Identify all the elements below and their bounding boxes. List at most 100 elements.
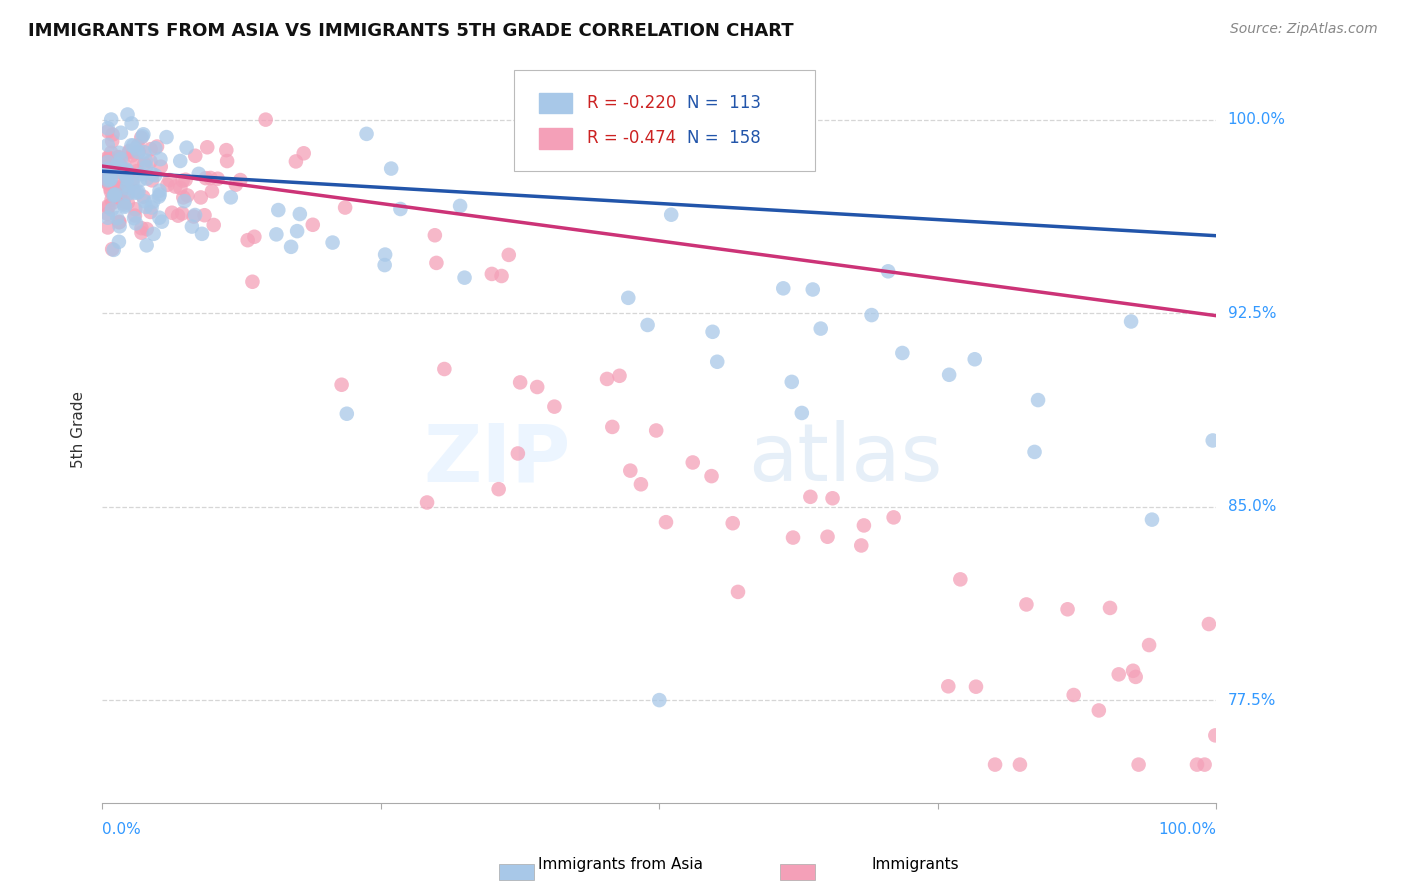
Point bbox=[243, 229, 266, 244]
Point bbox=[100, 145, 122, 160]
Point bbox=[630, 477, 652, 491]
Point bbox=[121, 116, 143, 130]
Point bbox=[772, 281, 794, 295]
Point bbox=[148, 184, 170, 198]
Point bbox=[821, 491, 844, 506]
Point bbox=[225, 178, 247, 192]
Point bbox=[963, 352, 986, 367]
Point bbox=[1140, 513, 1163, 527]
Point bbox=[780, 375, 803, 389]
Point bbox=[936, 679, 959, 693]
Point bbox=[110, 186, 132, 201]
Point bbox=[891, 346, 914, 360]
Point bbox=[721, 516, 744, 531]
Point bbox=[1204, 728, 1226, 742]
Point bbox=[596, 372, 619, 386]
Point bbox=[115, 181, 138, 195]
Point bbox=[1198, 617, 1220, 632]
Point bbox=[202, 218, 225, 232]
Point bbox=[453, 270, 475, 285]
Point bbox=[173, 194, 195, 208]
Point bbox=[98, 172, 121, 186]
Point bbox=[115, 171, 138, 186]
Point bbox=[285, 224, 308, 238]
Point bbox=[851, 539, 873, 553]
Point bbox=[110, 152, 132, 166]
Point bbox=[700, 469, 723, 483]
Point bbox=[104, 187, 127, 202]
Point bbox=[180, 219, 202, 234]
Point bbox=[108, 215, 131, 229]
Point bbox=[100, 112, 122, 127]
Point bbox=[111, 181, 134, 195]
Point bbox=[97, 177, 120, 191]
Point bbox=[103, 243, 125, 257]
Point bbox=[141, 201, 163, 215]
Point bbox=[229, 173, 252, 187]
Point bbox=[193, 208, 215, 222]
Point bbox=[645, 424, 668, 438]
Point bbox=[149, 187, 172, 202]
Point bbox=[101, 134, 124, 148]
Point bbox=[506, 446, 529, 460]
Point bbox=[131, 221, 153, 235]
Text: Immigrants: Immigrants bbox=[872, 857, 959, 872]
Point bbox=[97, 155, 120, 169]
Point bbox=[100, 193, 122, 207]
Point bbox=[609, 368, 631, 383]
Point bbox=[195, 140, 218, 154]
Point bbox=[135, 200, 157, 214]
Point bbox=[389, 202, 412, 216]
Point bbox=[174, 173, 197, 187]
Point bbox=[142, 227, 165, 241]
Point bbox=[101, 195, 124, 210]
Point bbox=[877, 264, 900, 278]
Point bbox=[810, 321, 832, 335]
Point bbox=[1128, 757, 1150, 772]
Point bbox=[122, 211, 145, 226]
Point bbox=[727, 585, 749, 599]
Point bbox=[172, 206, 194, 220]
Point bbox=[817, 530, 839, 544]
Point bbox=[103, 189, 125, 203]
Point bbox=[1108, 667, 1130, 681]
Point bbox=[1202, 434, 1225, 448]
Point bbox=[97, 151, 120, 165]
Point bbox=[146, 139, 169, 153]
Point bbox=[217, 154, 239, 169]
Point bbox=[125, 142, 148, 156]
Point bbox=[449, 199, 471, 213]
Text: IMMIGRANTS FROM ASIA VS IMMIGRANTS 5TH GRADE CORRELATION CHART: IMMIGRANTS FROM ASIA VS IMMIGRANTS 5TH G… bbox=[28, 22, 794, 40]
Point bbox=[98, 169, 121, 184]
Point bbox=[159, 173, 181, 187]
Text: 100.0%: 100.0% bbox=[1227, 112, 1285, 128]
Point bbox=[860, 308, 883, 322]
Point bbox=[97, 207, 120, 221]
Text: 77.5%: 77.5% bbox=[1227, 692, 1275, 707]
Point bbox=[115, 169, 138, 183]
Point bbox=[481, 267, 503, 281]
Point bbox=[143, 169, 166, 183]
Point bbox=[543, 400, 565, 414]
Point bbox=[330, 377, 353, 392]
Point bbox=[139, 205, 162, 219]
Point bbox=[127, 138, 149, 153]
Point bbox=[97, 174, 120, 188]
Point bbox=[97, 166, 120, 180]
Point bbox=[336, 407, 359, 421]
Point bbox=[702, 325, 724, 339]
Point bbox=[799, 490, 821, 504]
Point bbox=[659, 208, 682, 222]
Point bbox=[169, 153, 191, 168]
Point bbox=[142, 194, 165, 209]
Point bbox=[97, 162, 120, 177]
Point bbox=[165, 179, 187, 194]
FancyBboxPatch shape bbox=[538, 128, 572, 149]
Point bbox=[150, 215, 173, 229]
Text: R = -0.220: R = -0.220 bbox=[586, 94, 676, 112]
Point bbox=[105, 180, 128, 194]
Point bbox=[135, 160, 157, 174]
Point bbox=[105, 211, 128, 226]
Point bbox=[938, 368, 960, 382]
Point bbox=[97, 220, 120, 235]
